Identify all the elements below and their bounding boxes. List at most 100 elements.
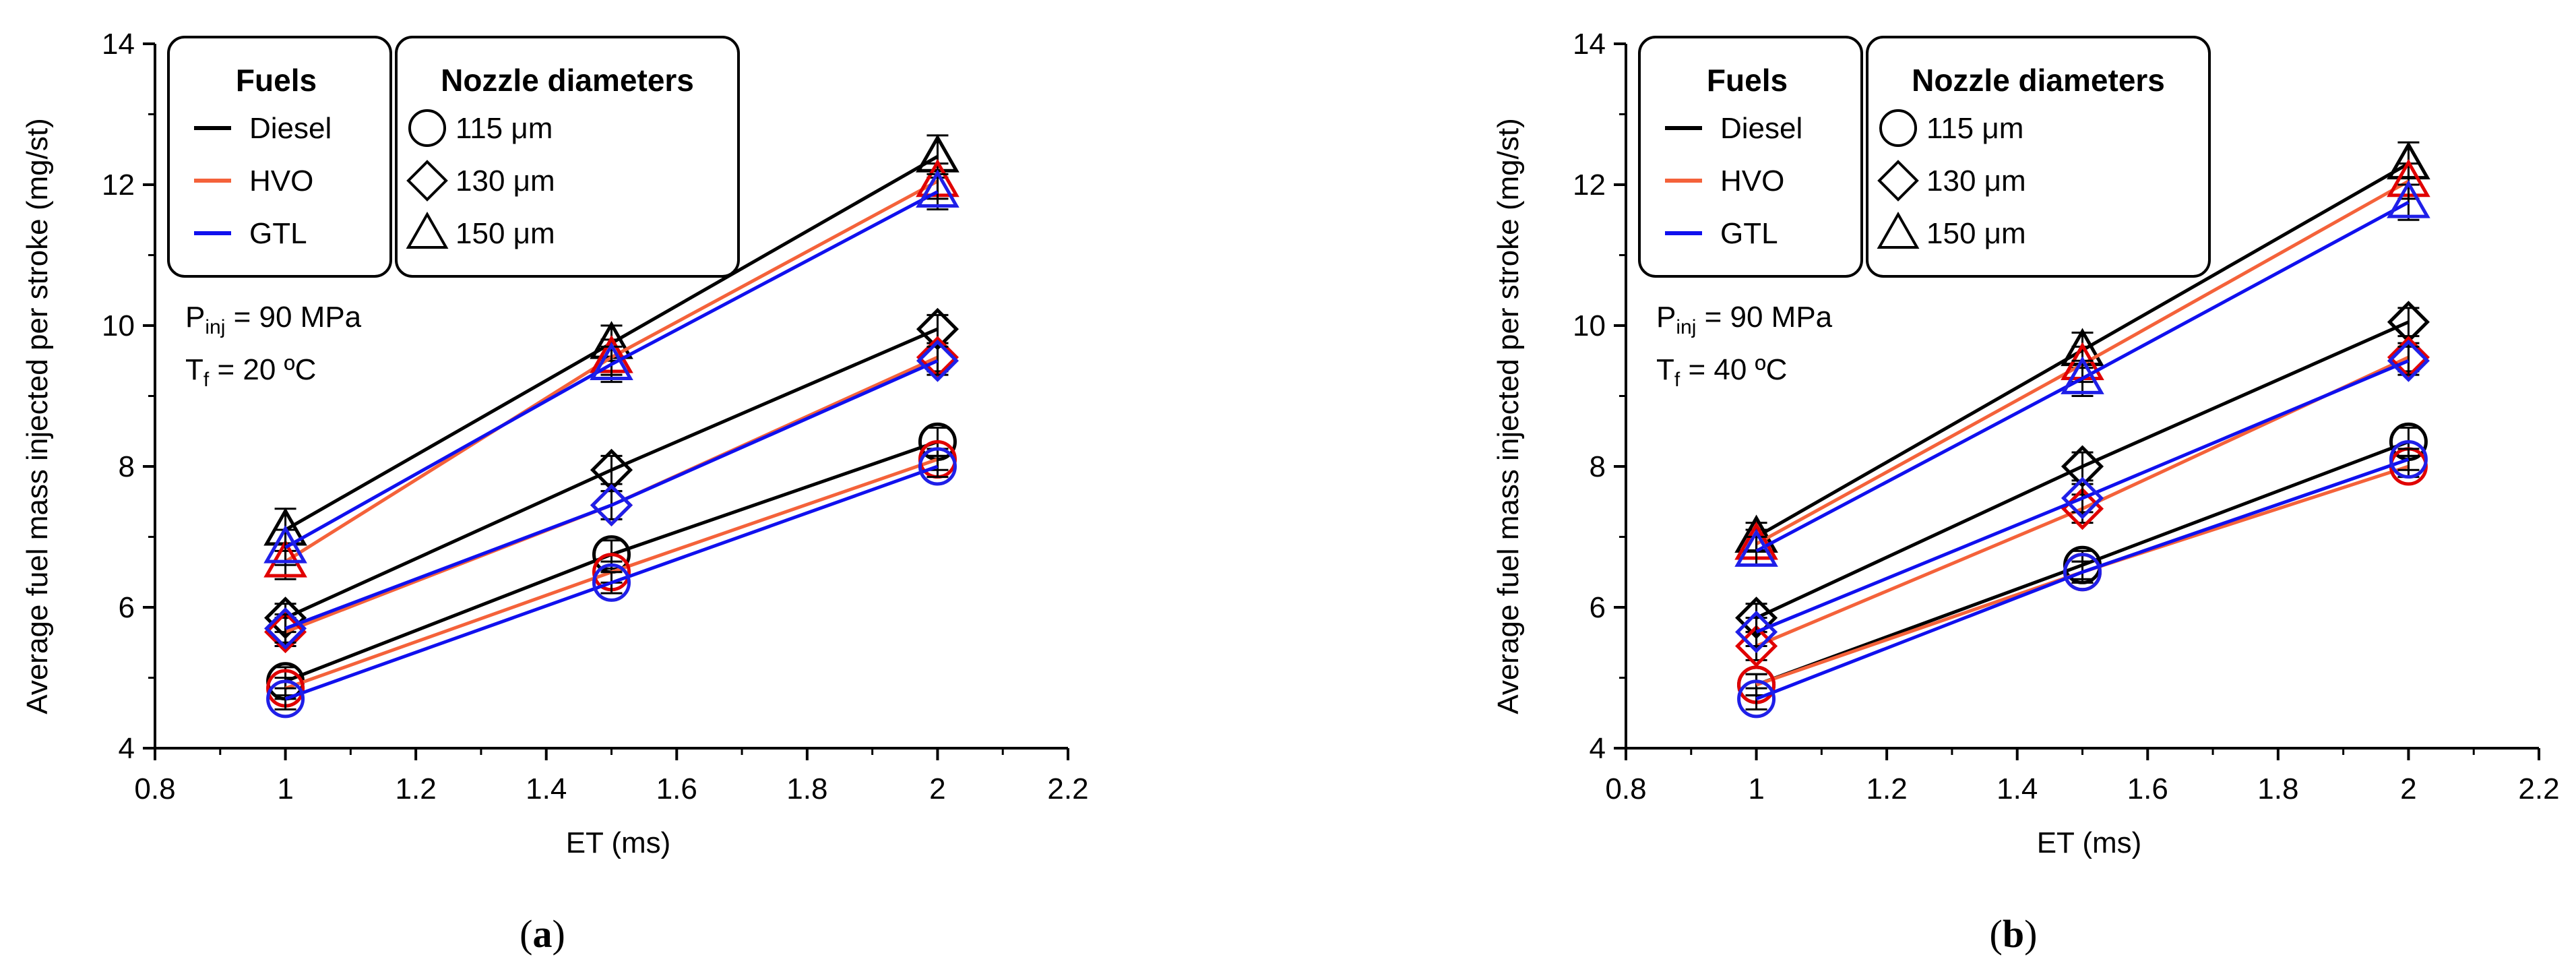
data-point-triangle	[263, 539, 307, 578]
annotation-pressure: Pinj = 90 MPa	[1656, 301, 1833, 338]
x-tick-label: 1.6	[2127, 772, 2168, 805]
series-line	[284, 190, 939, 549]
legend-nozzle-label: 150 μm	[455, 217, 555, 250]
x-tick-label: 2.2	[2518, 772, 2559, 805]
data-point-diamond	[916, 336, 959, 379]
legend-nozzles: Nozzle diameters 115 μm 130 μm 150 μm	[395, 36, 740, 278]
x-tick-label: 1.2	[396, 772, 437, 805]
y-tick-label: 8	[119, 450, 135, 483]
x-tick-label: 1.4	[526, 772, 567, 805]
legend-nozzles: Nozzle diameters 115 μm 130 μm 150 μm	[1866, 36, 2211, 278]
data-point-triangle	[2061, 356, 2104, 394]
y-tick-label: 12	[1573, 169, 1606, 202]
panel-caption: (a)	[520, 912, 565, 956]
data-point-circle	[1737, 679, 1776, 719]
x-tick-label: 2.2	[1047, 772, 1088, 805]
data-point-diamond	[264, 607, 307, 650]
annotation-p-symbol: P	[1656, 301, 1676, 334]
series-gtl-115	[1737, 440, 2428, 719]
legend-fuel-label: Diesel	[1720, 112, 1802, 145]
annotation-p-value: = 90 MPa	[225, 301, 361, 334]
data-point-diamond	[590, 448, 633, 491]
data-point-triangle	[590, 342, 633, 380]
annotation-p-symbol: P	[185, 301, 205, 334]
legend-circle-icon	[1879, 109, 1917, 147]
x-tick-label: 1	[1748, 772, 1764, 805]
annotation-t-value: = 20 ºC	[209, 353, 316, 386]
annotation-temperature: Tf = 20 ºC	[185, 353, 316, 391]
legend-fuels-title: Fuels	[236, 63, 317, 98]
data-point-diamond	[2061, 477, 2104, 520]
x-tick-label: 1.8	[2257, 772, 2298, 805]
series-line	[284, 327, 939, 619]
annotation-t-symbol: T	[1656, 353, 1674, 386]
legend-nozzles-box	[1866, 36, 2211, 278]
y-tick-label: 14	[1573, 28, 1606, 61]
data-point-diamond	[1735, 611, 1778, 654]
legend-nozzle-label: 150 μm	[1926, 217, 2026, 250]
y-tick-label: 10	[102, 309, 135, 342]
x-tick-label: 0.8	[1605, 772, 1646, 805]
y-axis-label: Average fuel mass injected per stroke (m…	[1492, 118, 1525, 714]
y-tick-label: 6	[1590, 591, 1606, 624]
caption-paren: )	[553, 912, 565, 956]
legend-fuel-label: GTL	[249, 217, 307, 250]
series-line	[1755, 320, 2410, 619]
legend-fuels-box	[1638, 36, 1863, 278]
y-axis-label: Average fuel mass injected per stroke (m…	[21, 118, 54, 714]
legend-nozzle-label: 130 μm	[1926, 164, 2026, 197]
series-line	[284, 359, 939, 630]
legend-fuel-label: HVO	[1720, 164, 1784, 197]
data-point-circle	[918, 447, 957, 486]
legend-fuels: Fuels Diesel HVO GTL	[167, 36, 392, 278]
x-tick-label: 2	[2400, 772, 2416, 805]
y-tick-label: 14	[102, 28, 135, 61]
caption-paren: )	[2024, 912, 2037, 956]
x-axis-label: ET (ms)	[2037, 826, 2142, 859]
series-gtl-130	[264, 339, 959, 650]
series-line	[1755, 458, 2410, 701]
legend-diamond-icon	[406, 160, 448, 202]
series-gtl-150	[1734, 180, 2430, 567]
x-tick-label: 1	[277, 772, 293, 805]
legend-fuel-label: Diesel	[249, 112, 332, 145]
y-tick-label: 6	[119, 591, 135, 624]
x-tick-label: 1.2	[1866, 772, 1908, 805]
annotation-pressure: Pinj = 90 MPa	[185, 301, 362, 338]
legend-triangle-icon	[1877, 211, 1920, 249]
legend-nozzles-title: Nozzle diameters	[441, 63, 694, 98]
annotation-p-subscript: inj	[1676, 316, 1696, 338]
y-tick-label: 4	[119, 732, 135, 765]
annotation-t-symbol: T	[185, 353, 203, 386]
annotation-temperature: Tf = 40 ºC	[1656, 353, 1787, 391]
panel-caption: (b)	[1990, 912, 2038, 956]
x-tick-label: 0.8	[134, 772, 175, 805]
x-tick-label: 1.8	[786, 772, 827, 805]
data-point-diamond	[2387, 339, 2430, 382]
chart-panel-b: 0.8 1 1.2 1.4 1.6 1.8 2 2.2 4 6 8 10 12 14 ET (ms) Aver…	[1492, 28, 2560, 956]
legend-nozzles-box	[395, 36, 740, 278]
legend-nozzle-label: 115 μm	[455, 112, 553, 145]
annotation-t-value: = 40 ºC	[1680, 353, 1787, 386]
caption-letter: b	[2003, 912, 2024, 956]
y-tick-label: 8	[1590, 450, 1606, 483]
legend-fuel-label: HVO	[249, 164, 313, 197]
annotation-p-subscript: inj	[205, 316, 225, 338]
caption-letter: a	[533, 912, 553, 956]
data-point-circle	[592, 563, 631, 602]
annotation-p-value: = 90 MPa	[1696, 301, 1832, 334]
data-point-diamond	[264, 611, 307, 654]
data-point-circle	[2063, 553, 2102, 592]
legend-fuel-label: GTL	[1720, 217, 1778, 250]
legend-triangle-icon	[406, 211, 449, 249]
chart-panel-a: 0.8 1 1.2 1.4 1.6 1.8 2 2.2 4 6 8 10 12 14 ET (ms) Aver…	[21, 28, 1089, 956]
data-point-triangle	[1734, 528, 1778, 567]
x-tick-label: 2	[929, 772, 945, 805]
data-point-diamond	[916, 339, 959, 382]
legend-fuels: Fuels Diesel HVO GTL	[1638, 36, 1863, 278]
x-axis-label: ET (ms)	[566, 826, 671, 859]
series-line	[1755, 200, 2410, 553]
data-point-circle	[2389, 440, 2428, 479]
